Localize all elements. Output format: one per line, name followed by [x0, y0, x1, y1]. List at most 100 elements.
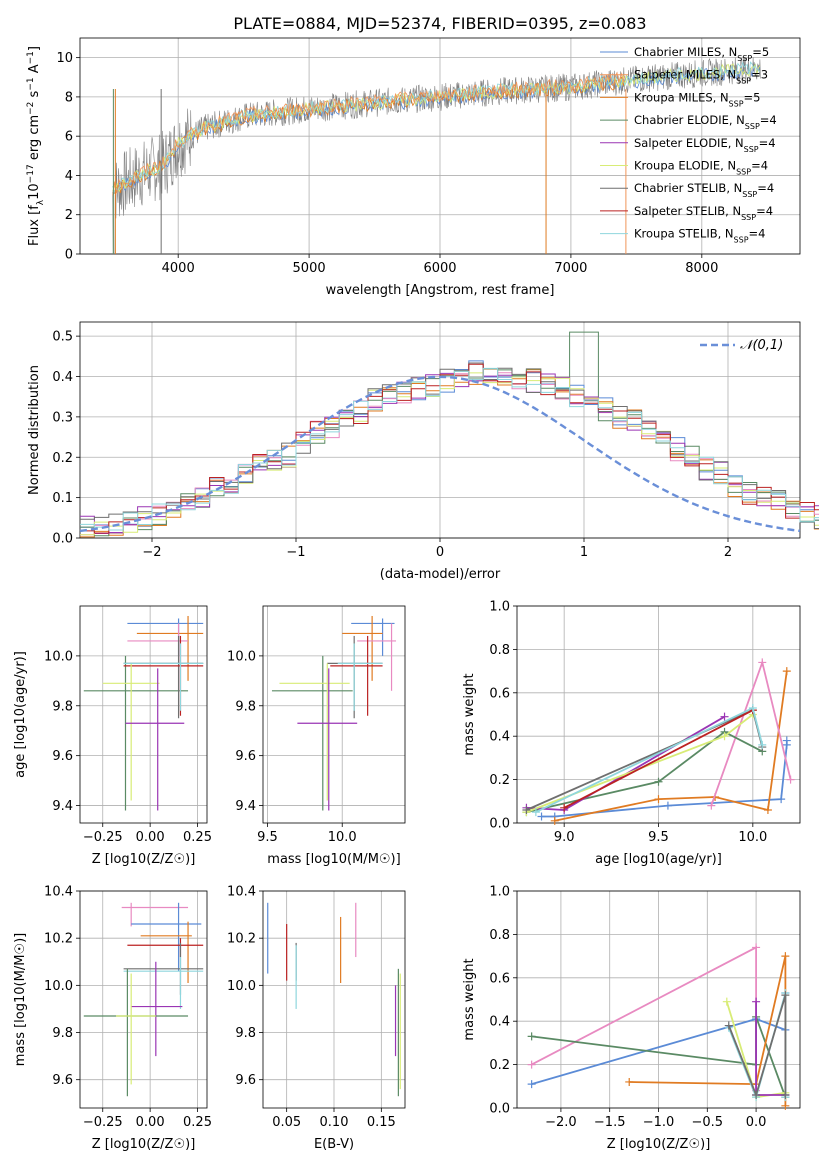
y-tick-label: 9.8	[235, 1026, 256, 1041]
x-tick-label: 8000	[685, 261, 718, 276]
ylabel-part: −2	[26, 102, 36, 115]
figure-title: PLATE=0884, MJD=52374, FIBERID=0395, z=0…	[233, 14, 646, 33]
marker-kroupa_elodie	[722, 997, 731, 1006]
model-spectrum-salpeter_miles	[112, 71, 626, 196]
y-tick-label: 10.0	[227, 649, 256, 664]
legend-sub: SSP	[744, 144, 759, 153]
y-tick-label: 9.8	[52, 1026, 73, 1041]
residuals-xlabel: (data-model)/error	[380, 567, 501, 582]
marker-kroupa_stelib	[748, 703, 757, 712]
marker-kroupa_elodie	[720, 732, 729, 741]
marker-chabrier_miles	[777, 795, 786, 804]
legend-entry: 𝒩(0,1)	[740, 338, 783, 353]
histogram-kroupa_miles	[80, 368, 819, 538]
legend-entry: Salpeter ELODIE, NSSP=4	[634, 136, 776, 154]
histogram-kroupa_stelib	[80, 367, 819, 531]
x-tick-label: 1	[580, 545, 588, 560]
model-spectrum-kroupa_elodie	[112, 63, 761, 193]
legend-sub: SSP	[734, 235, 749, 244]
ylabel-part: ]	[27, 46, 42, 51]
y-tick-label: 0.1	[52, 491, 73, 506]
legend-text: Kroupa MILES, N	[634, 90, 729, 104]
axes-frame	[79, 605, 208, 824]
x-tick-label: 0.15	[367, 1115, 396, 1130]
massweight_vs_z-ylabel: mass weight	[462, 958, 477, 1040]
x-tick-label: 0.10	[320, 1115, 349, 1130]
ylabel-part: s	[27, 90, 42, 101]
x-tick-label: 2	[724, 545, 732, 560]
histogram-salpeter_stelib	[80, 363, 819, 534]
legend-text: Kroupa ELODIE, N	[634, 159, 736, 173]
x-tick-label: 0	[436, 545, 444, 560]
legend-entry: Salpeter STELIB, NSSP=4	[634, 204, 773, 222]
legend-entry: Chabrier MILES, NSSP=5	[634, 45, 769, 63]
marker-chabrier_elodie	[654, 777, 663, 786]
marker-pink	[758, 658, 767, 667]
marker-kroupa_miles	[763, 805, 772, 814]
marker-chabrier_stelib	[724, 1021, 733, 1030]
y-tick-label: 0	[65, 248, 73, 263]
marker-pink	[786, 775, 795, 784]
y-tick-label: 10.0	[44, 649, 73, 664]
y-tick-label: 0.2	[489, 773, 510, 788]
y-tick-label: 0.3	[52, 410, 73, 425]
legend-tail: =4	[751, 159, 768, 173]
marker-pink	[527, 1060, 536, 1069]
series-pink	[531, 945, 757, 1091]
marker-chabrier_elodie	[527, 1032, 536, 1041]
residuals-ylabel: Normed distribution	[27, 365, 42, 495]
legend-sub: SSP	[729, 99, 744, 108]
marker-chabrier_stelib	[781, 1090, 790, 1099]
marker-kroupa_miles	[781, 1101, 790, 1110]
legend-entry: Kroupa ELODIE, NSSP=4	[634, 159, 768, 177]
y-tick-label: 10.4	[227, 885, 256, 900]
y-tick-label: 0.8	[489, 643, 510, 658]
marker-chabrier_miles	[663, 801, 672, 810]
ylabel-part: Flux [f	[27, 205, 42, 246]
legend-entry: Chabrier STELIB, NSSP=4	[634, 181, 774, 199]
marker-kroupa_miles	[782, 667, 791, 676]
y-tick-label: 10.2	[44, 932, 73, 947]
axes-frame	[262, 890, 406, 1109]
x-tick-label: 7000	[554, 261, 587, 276]
marker-kroupa_miles	[781, 952, 790, 961]
x-tick-label: 0.25	[183, 1115, 212, 1130]
legend-text: Salpeter STELIB, N	[634, 204, 741, 218]
marker-salpeter_elodie	[752, 997, 761, 1006]
y-tick-label: 10	[56, 51, 73, 66]
legend-tail: =4	[756, 204, 773, 218]
axes-frame	[262, 605, 406, 824]
y-tick-label: 10.2	[227, 932, 256, 947]
y-tick-label: 0.4	[52, 370, 73, 385]
marker-chabrier_miles	[537, 812, 546, 821]
axes-frame	[516, 605, 801, 824]
y-tick-label: 0.0	[52, 532, 73, 547]
y-tick-label: 0.0	[489, 1102, 510, 1117]
marker-chabrier_stelib	[522, 805, 531, 814]
legend-tail: =4	[757, 181, 774, 195]
y-tick-label: 4	[65, 169, 73, 184]
y-tick-label: 2	[65, 208, 73, 223]
histogram-kroupa_elodie	[80, 370, 819, 536]
histogram-chabrier_miles	[80, 360, 819, 534]
marker-salpeter_elodie	[720, 712, 729, 721]
series-chabrier_elodie	[526, 730, 763, 813]
y-tick-label: 0.6	[489, 971, 510, 986]
y-tick-label: 0.8	[489, 928, 510, 943]
legend-tail: =5	[744, 90, 761, 104]
histogram-pink	[80, 368, 819, 536]
axes-frame	[79, 890, 208, 1109]
axes-frame	[516, 890, 801, 1109]
spectrum-lines	[112, 55, 761, 254]
x-tick-label: 5000	[293, 261, 326, 276]
marker-kroupa_miles	[654, 795, 663, 804]
x-tick-label: 0.0	[746, 1115, 767, 1130]
legend-tail: =5	[752, 45, 769, 59]
ylabel-part: −1	[26, 51, 36, 64]
spectrum-xlabel: wavelength [Angstrom, rest frame]	[326, 283, 555, 298]
x-tick-label: −1	[286, 545, 305, 560]
legend-tail: =4	[760, 113, 777, 127]
y-tick-label: 0.5	[52, 330, 73, 345]
x-tick-label: −0.25	[83, 1115, 123, 1130]
y-tick-label: 9.8	[52, 699, 73, 714]
